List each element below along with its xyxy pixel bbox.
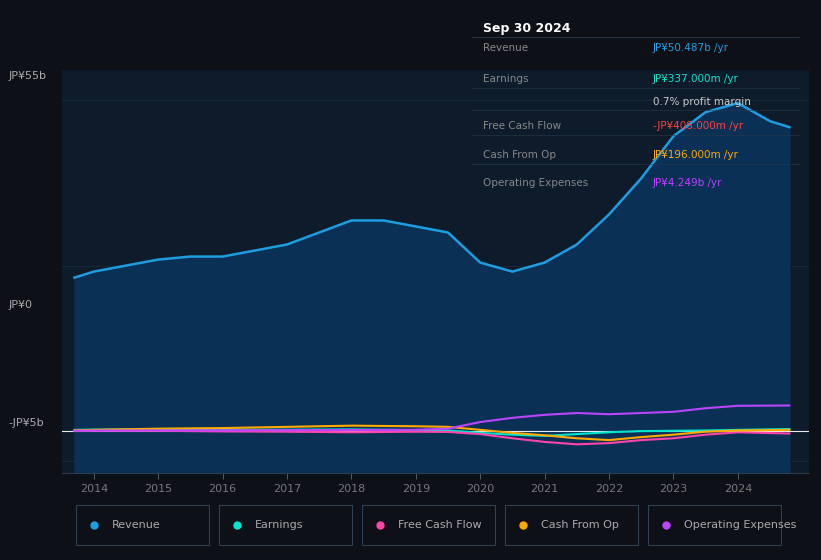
Text: JP¥4.249b /yr: JP¥4.249b /yr xyxy=(653,178,722,188)
Text: Operating Expenses: Operating Expenses xyxy=(483,178,588,188)
Bar xyxy=(361,505,495,545)
Text: Free Cash Flow: Free Cash Flow xyxy=(483,120,561,130)
Text: JP¥50.487b /yr: JP¥50.487b /yr xyxy=(653,43,729,53)
Text: Earnings: Earnings xyxy=(483,74,528,84)
Text: JP¥55b: JP¥55b xyxy=(8,71,46,81)
Text: Earnings: Earnings xyxy=(255,520,303,530)
Text: -JP¥5b: -JP¥5b xyxy=(8,418,44,428)
Text: JP¥337.000m /yr: JP¥337.000m /yr xyxy=(653,74,739,84)
Bar xyxy=(76,505,209,545)
Text: -JP¥408.000m /yr: -JP¥408.000m /yr xyxy=(653,120,743,130)
Text: 0.7% profit margin: 0.7% profit margin xyxy=(653,97,750,107)
Text: Revenue: Revenue xyxy=(483,43,528,53)
Text: Free Cash Flow: Free Cash Flow xyxy=(397,520,481,530)
Text: JP¥0: JP¥0 xyxy=(8,300,32,310)
Text: Cash From Op: Cash From Op xyxy=(541,520,619,530)
Text: Cash From Op: Cash From Op xyxy=(483,150,556,160)
Bar xyxy=(505,505,639,545)
Text: Operating Expenses: Operating Expenses xyxy=(684,520,796,530)
Bar xyxy=(648,505,782,545)
Bar xyxy=(218,505,352,545)
Text: Revenue: Revenue xyxy=(112,520,160,530)
Text: Sep 30 2024: Sep 30 2024 xyxy=(483,22,570,35)
Text: JP¥196.000m /yr: JP¥196.000m /yr xyxy=(653,150,739,160)
